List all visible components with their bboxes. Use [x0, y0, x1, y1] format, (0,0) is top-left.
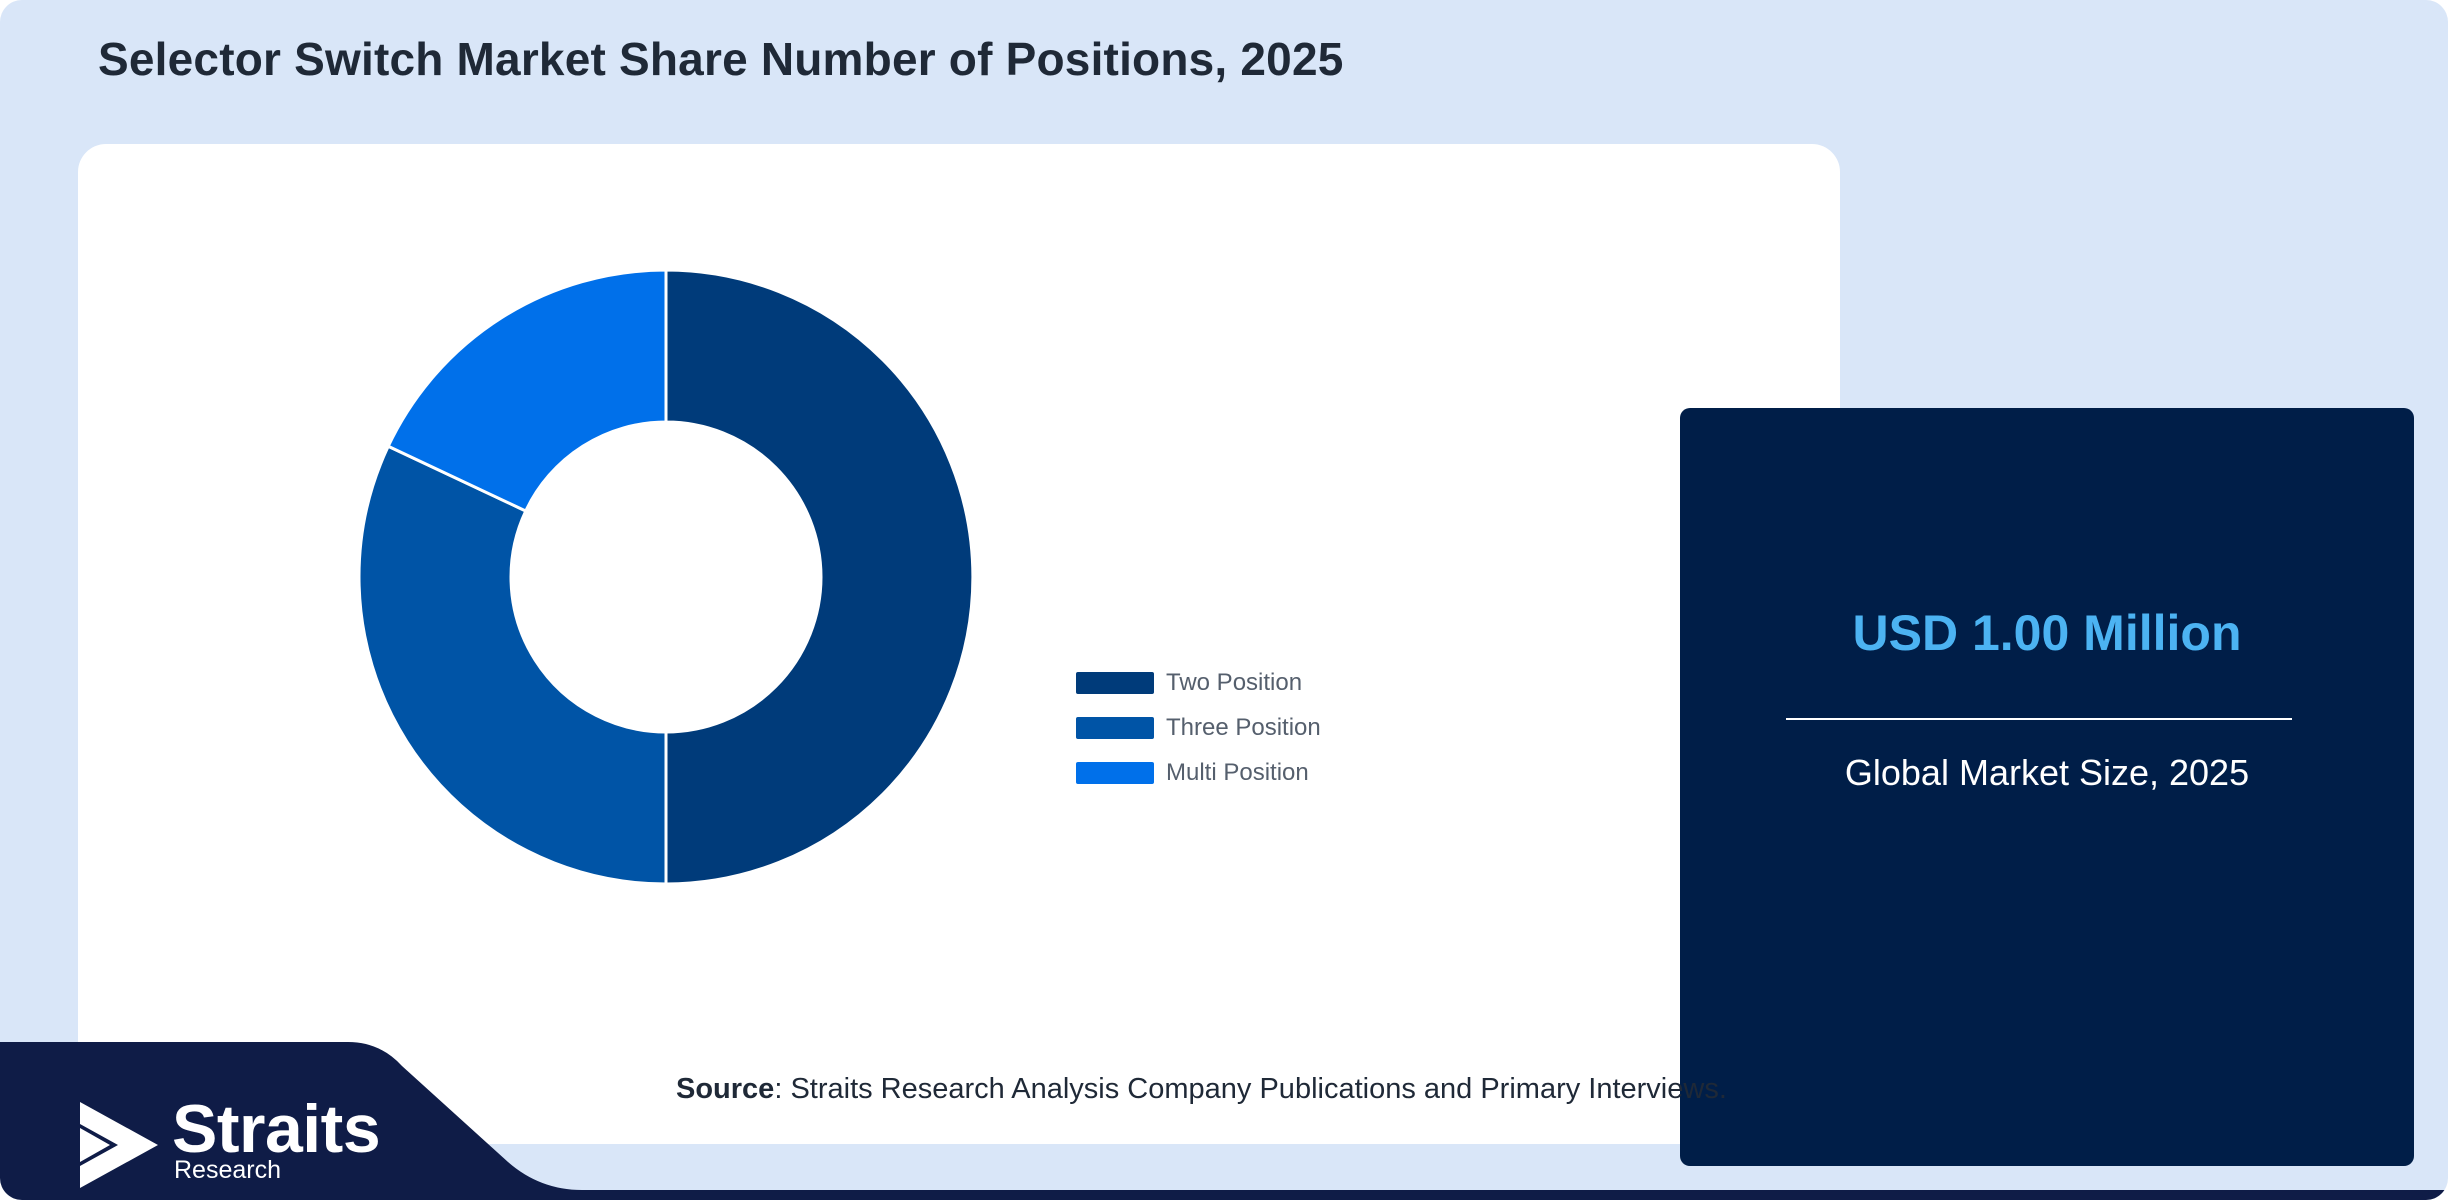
donut-slice-two-position	[664, 268, 975, 886]
legend-item: Multi Position	[1076, 750, 1321, 795]
legend-swatch	[1076, 671, 1154, 694]
legend-label: Three Position	[1166, 713, 1321, 741]
source-text: : Straits Research Analysis Company Publ…	[774, 1073, 1727, 1105]
market-size-card: USD 1.00 Million Global Market Size, 202…	[1680, 408, 2414, 1166]
legend-item: Two Position	[1076, 660, 1321, 705]
donut-slice-multi-position	[386, 268, 668, 513]
legend-label: Two Position	[1166, 668, 1303, 696]
card-divider	[1786, 718, 2292, 720]
logo-wordmark: Straits	[172, 1091, 381, 1167]
arrow-logo-icon	[80, 1102, 158, 1188]
source-prefix: Source	[676, 1073, 775, 1105]
chart-legend: Two Position Three Position Multi Position	[1076, 660, 1321, 795]
donut-chart	[357, 268, 975, 886]
logo-subtitle: Research	[174, 1156, 281, 1184]
legend-label: Multi Position	[1166, 758, 1309, 786]
page-title: Selector Switch Market Share Number of P…	[98, 33, 1344, 85]
source-note: Source: Straits Research Analysis Compan…	[676, 1073, 1727, 1106]
chart-panel: Two Position Three Position Multi Position…	[78, 144, 2414, 1166]
legend-swatch	[1076, 761, 1154, 784]
donut-slice-three-position	[357, 444, 668, 886]
market-size-value: USD 1.00 Million	[1852, 605, 2242, 661]
market-size-label: Global Market Size, 2025	[1844, 752, 2250, 793]
legend-swatch	[1076, 716, 1154, 739]
legend-item: Three Position	[1076, 705, 1321, 750]
